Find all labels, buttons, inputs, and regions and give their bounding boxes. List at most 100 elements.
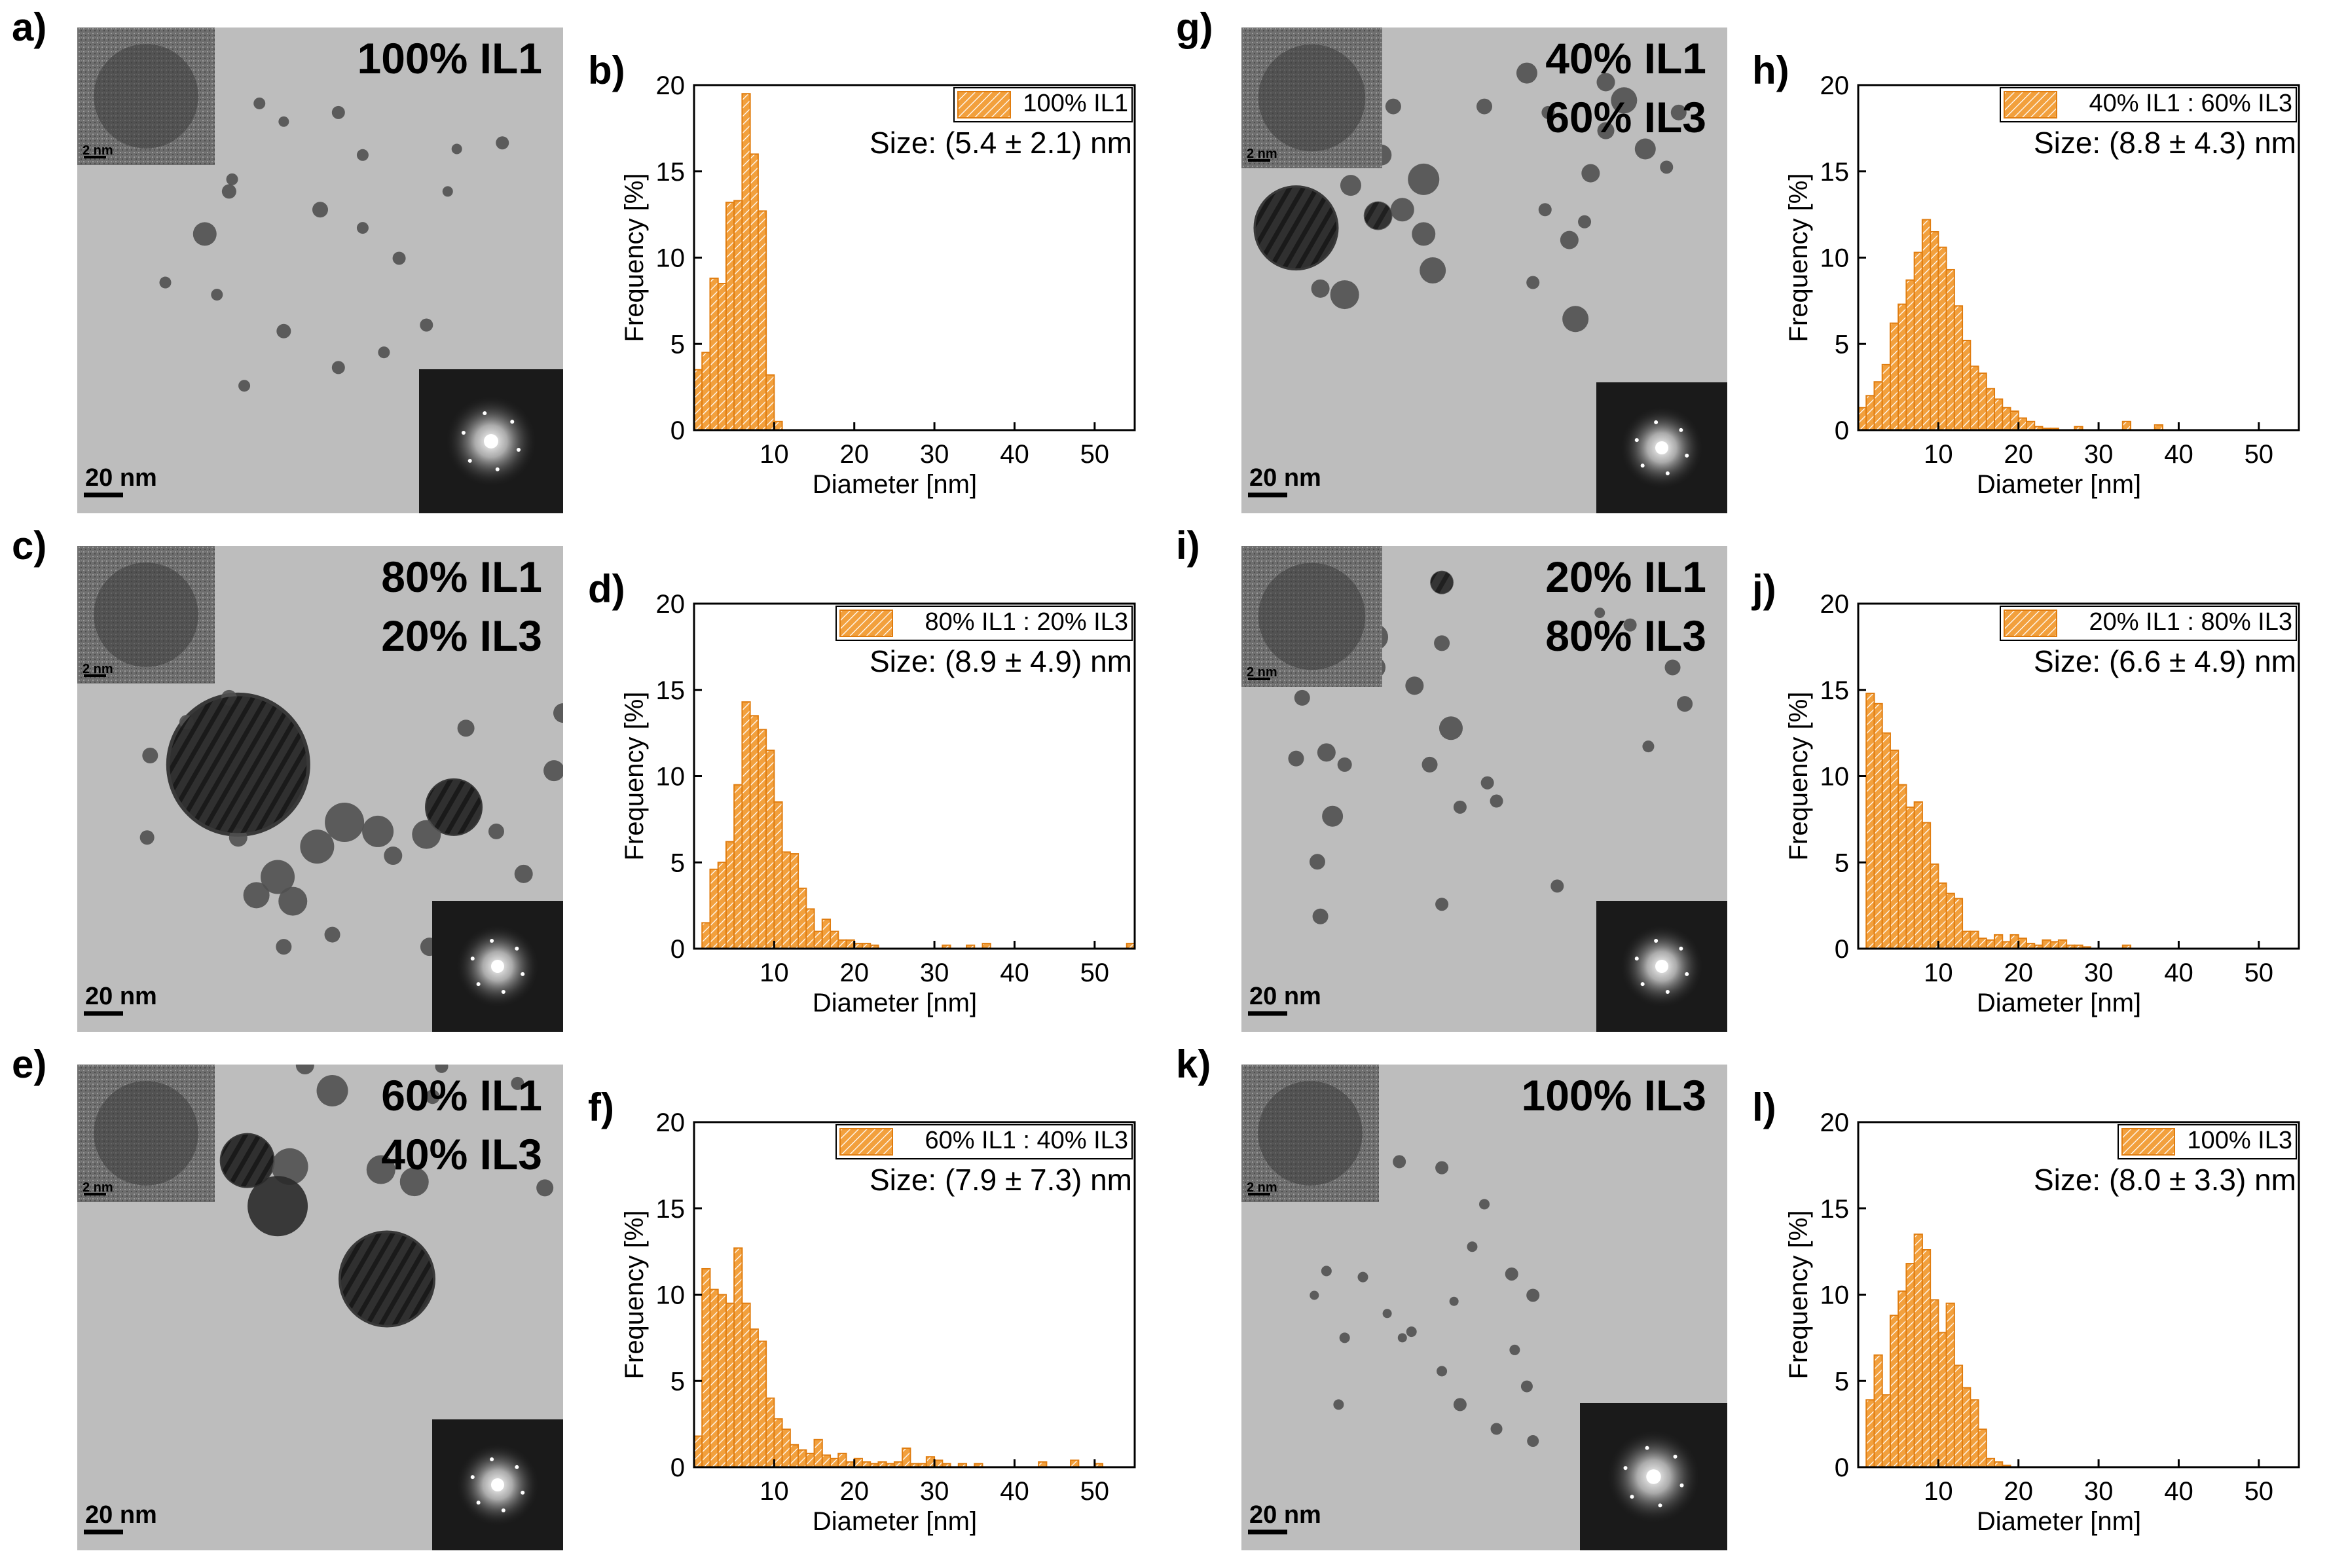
x-tick-label: 50 — [1080, 958, 1110, 987]
histogram-bar — [813, 1438, 823, 1468]
composition-label: 60% IL3 — [1545, 93, 1706, 141]
inset-scale-label: 2 nm — [83, 143, 113, 158]
histogram-bar — [1889, 1315, 1899, 1468]
hrtem-particle — [1258, 562, 1366, 670]
nanoparticle — [1408, 163, 1440, 195]
histogram-bar — [1977, 938, 1987, 950]
fft-spot — [517, 448, 521, 452]
y-axis-label: Frequency [%] — [620, 692, 649, 861]
nanoparticle — [451, 143, 462, 155]
histogram-bar — [1970, 930, 1979, 950]
x-tick-label: 20 — [2004, 440, 2033, 469]
histogram-bar — [2121, 420, 2132, 431]
nanoparticle — [420, 318, 433, 332]
nanoparticle — [142, 747, 158, 763]
legend-label: 80% IL1 : 20% IL3 — [925, 608, 1128, 636]
nanoparticle — [1560, 230, 1579, 249]
composition-label: 20% IL3 — [381, 611, 542, 660]
nanoparticle — [511, 1076, 524, 1090]
fft-spot — [495, 467, 500, 471]
nanoparticle — [1505, 1267, 1518, 1281]
x-tick-label: 50 — [1080, 440, 1110, 469]
nanoparticle — [384, 847, 403, 866]
fft-spot — [476, 982, 481, 987]
nanoparticle — [1382, 1309, 1392, 1319]
size-annotation: Size: (8.0 ± 3.3) nm — [2034, 1163, 2296, 1197]
nanoparticle — [1550, 879, 1564, 893]
histogram-bar — [2002, 407, 2011, 431]
fft-spot — [510, 420, 515, 424]
x-tick-label: 30 — [920, 958, 949, 987]
histogram-bar — [902, 1448, 911, 1468]
histogram-bar — [757, 210, 767, 431]
histogram-bar — [701, 352, 711, 431]
fft-spot — [1658, 1503, 1662, 1508]
scale-bar-label: 20 nm — [1249, 983, 1321, 1010]
hist-panel-label: j) — [1751, 567, 1776, 611]
nanoparticle — [1321, 1266, 1332, 1277]
histogram-bar — [845, 939, 855, 950]
histogram-bar — [1889, 749, 1899, 949]
x-tick-label: 10 — [1924, 958, 1953, 987]
fft-spot — [1665, 990, 1670, 994]
histogram-bar — [1930, 230, 1939, 431]
composition-label: 100% IL1 — [358, 34, 543, 82]
scale-bar-label: 20 nm — [1249, 1501, 1321, 1529]
scale-bar-label: 20 nm — [85, 1501, 157, 1529]
fft-spot — [1640, 464, 1645, 468]
nanoparticle — [1453, 1398, 1467, 1412]
x-tick-label: 10 — [1924, 1477, 1953, 1506]
histogram-bar — [1889, 322, 1899, 431]
histogram-bar — [2017, 417, 2027, 431]
nanoparticle — [356, 222, 369, 234]
composition-label: 80% IL1 — [381, 553, 542, 601]
nanoparticle — [1479, 1199, 1490, 1210]
x-axis-label: Diameter [nm] — [813, 1507, 977, 1536]
nanoparticle — [1520, 1380, 1533, 1393]
x-tick-label: 40 — [1000, 958, 1029, 987]
nanoparticle — [366, 1155, 395, 1184]
x-tick-label: 10 — [760, 958, 789, 987]
nanoparticle — [543, 760, 563, 782]
legend-label: 40% IL1 : 60% IL3 — [2089, 90, 2292, 117]
y-tick-label: 15 — [656, 676, 686, 705]
histogram-bars — [701, 701, 1136, 950]
histogram-bar — [925, 1456, 936, 1468]
histogram-bar — [773, 1418, 783, 1468]
scale-bar-label: 20 nm — [85, 983, 157, 1010]
nanoparticle — [211, 289, 223, 301]
nanoparticle — [1527, 1435, 1539, 1448]
size-annotation: Size: (6.6 ± 4.9) nm — [2034, 644, 2296, 678]
tem-panel-label: i) — [1176, 524, 1200, 568]
histogram-bar — [2049, 941, 2059, 950]
histogram-bar — [1985, 388, 1996, 431]
histogram-bar — [773, 420, 783, 431]
panel-k: k) 2 nm 100% IL3 20 nm l) 0 5 10 15 20 10 20 30 40 50 D… — [1176, 1042, 2300, 1550]
hist-panel-label: d) — [588, 567, 625, 611]
fft-center-spot — [1655, 441, 1668, 454]
nanoparticle-lattice — [1255, 187, 1337, 268]
x-tick-label: 30 — [2084, 958, 2114, 987]
histogram-bar — [2042, 939, 2051, 950]
nanoparticle — [1397, 1333, 1407, 1343]
nanoparticle — [1393, 1155, 1406, 1169]
nanoparticle — [1541, 105, 1555, 119]
legend-label: 20% IL1 : 80% IL3 — [2089, 608, 2292, 636]
histogram-bar — [765, 374, 775, 431]
size-annotation: Size: (8.9 ± 4.9) nm — [870, 644, 1132, 678]
nanoparticle — [362, 815, 394, 847]
histogram-bar — [757, 729, 767, 949]
nanoparticle — [1670, 104, 1687, 120]
histogram-bar — [1945, 892, 1955, 949]
composition-label: 60% IL1 — [381, 1071, 542, 1120]
legend-label: 100% IL1 — [1023, 90, 1128, 117]
histogram-bar — [1930, 1299, 1939, 1468]
nanoparticle — [295, 1065, 314, 1075]
nanoparticle-lattice — [170, 696, 307, 833]
x-tick-label: 30 — [2084, 1477, 2114, 1506]
nanoparticle — [1439, 716, 1463, 740]
x-tick-label: 20 — [839, 958, 869, 987]
scale-bar-label: 20 nm — [85, 464, 157, 492]
y-tick-label: 10 — [1820, 244, 1850, 273]
nanoparticle — [1435, 1161, 1449, 1175]
